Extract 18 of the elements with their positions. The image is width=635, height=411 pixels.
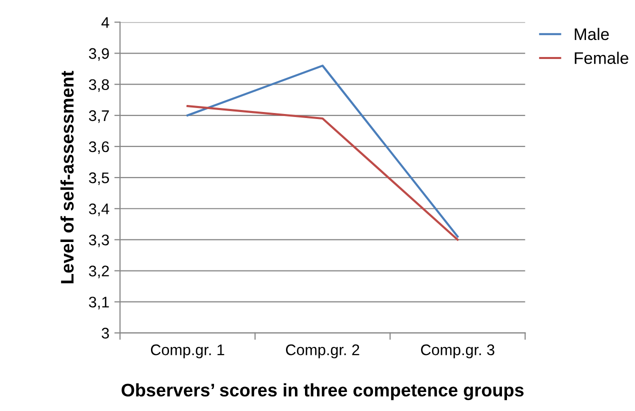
y-tick-label: 3 — [102, 328, 109, 339]
x-tick-label: Comp.gr. 2 — [286, 344, 360, 358]
legend-label: Male — [574, 28, 609, 40]
y-tick-label: 4 — [101, 17, 110, 28]
y-tick-label: 3,3 — [88, 234, 109, 248]
y-tick-label: 3,5 — [88, 172, 109, 186]
y-tick-label: 3,6 — [88, 141, 109, 154]
y-tick-label: 3,2 — [88, 266, 109, 278]
legend-label: Female — [574, 52, 628, 64]
y-tick-label: 3,7 — [88, 110, 109, 123]
y-tick-label: 3,1 — [88, 296, 109, 310]
x-axis-title: Observers’ scores in three competence groups — [122, 383, 524, 400]
y-tick-label: 3,8 — [88, 79, 109, 92]
y-tick-label: 3,9 — [88, 48, 109, 61]
x-tick-label: Comp.gr. 1 — [150, 344, 224, 358]
y-axis-title: Level of self-assessment — [60, 70, 74, 284]
x-tick-label: Comp.gr. 3 — [421, 344, 494, 358]
y-tick-label: 3,4 — [88, 203, 110, 216]
